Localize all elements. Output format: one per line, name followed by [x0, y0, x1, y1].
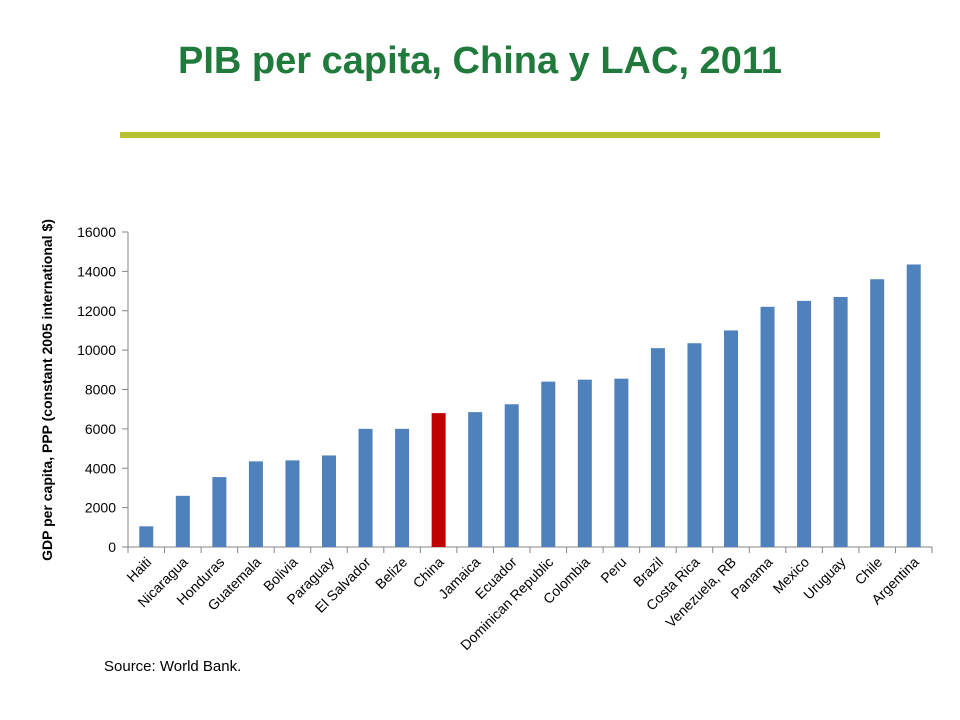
bar: [139, 526, 154, 547]
bar: [395, 428, 410, 547]
bar: [650, 348, 665, 547]
bar: [614, 378, 629, 547]
bar: [724, 330, 738, 547]
bar: [833, 296, 848, 547]
bar: [285, 460, 300, 547]
x-category-label: Haiti: [123, 554, 154, 585]
y-tick-label: 10000: [77, 342, 116, 358]
bar: [431, 413, 446, 547]
x-category-label: Chile: [851, 554, 885, 588]
y-tick-label: 4000: [85, 460, 116, 476]
y-tick-label: 14000: [77, 263, 116, 279]
bars: [139, 264, 921, 547]
axes: [127, 232, 933, 553]
x-category-label: Belize: [372, 554, 410, 592]
title-underline: [120, 132, 880, 138]
x-labels: HaitiNicaraguaHondurasGuatemalaBoliviaPa…: [123, 554, 922, 654]
bar: [322, 455, 336, 547]
y-axis-title-group: GDP per capita, PPP (constant 2005 inter…: [39, 219, 55, 561]
y-tick-label: 6000: [85, 421, 116, 437]
y-tick-label: 8000: [85, 382, 116, 398]
bar: [541, 381, 556, 547]
y-tick-label: 2000: [85, 500, 116, 516]
bar: [797, 300, 812, 547]
bar: [468, 412, 483, 547]
y-axis-title: GDP per capita, PPP (constant 2005 inter…: [39, 219, 55, 561]
bar: [175, 495, 190, 547]
bar: [577, 379, 592, 547]
bar: [248, 461, 263, 547]
y-tick-label: 12000: [77, 303, 116, 319]
y-tick-label: 0: [108, 539, 116, 555]
bar: [212, 477, 227, 547]
bar: [870, 279, 885, 547]
slide-title: PIB per capita, China y LAC, 2011: [178, 40, 782, 82]
bar: [906, 264, 921, 547]
x-category-label: Peru: [597, 554, 629, 586]
source-note: Source: World Bank.: [104, 658, 242, 675]
bar: [760, 306, 775, 547]
y-tick-label: 16000: [77, 224, 116, 240]
bar: [504, 404, 519, 547]
bar: [687, 343, 702, 547]
bar: [358, 428, 373, 547]
y-ticks: 0 2000 4000 6000 8000 10000 12000 14000 16000: [77, 224, 128, 555]
